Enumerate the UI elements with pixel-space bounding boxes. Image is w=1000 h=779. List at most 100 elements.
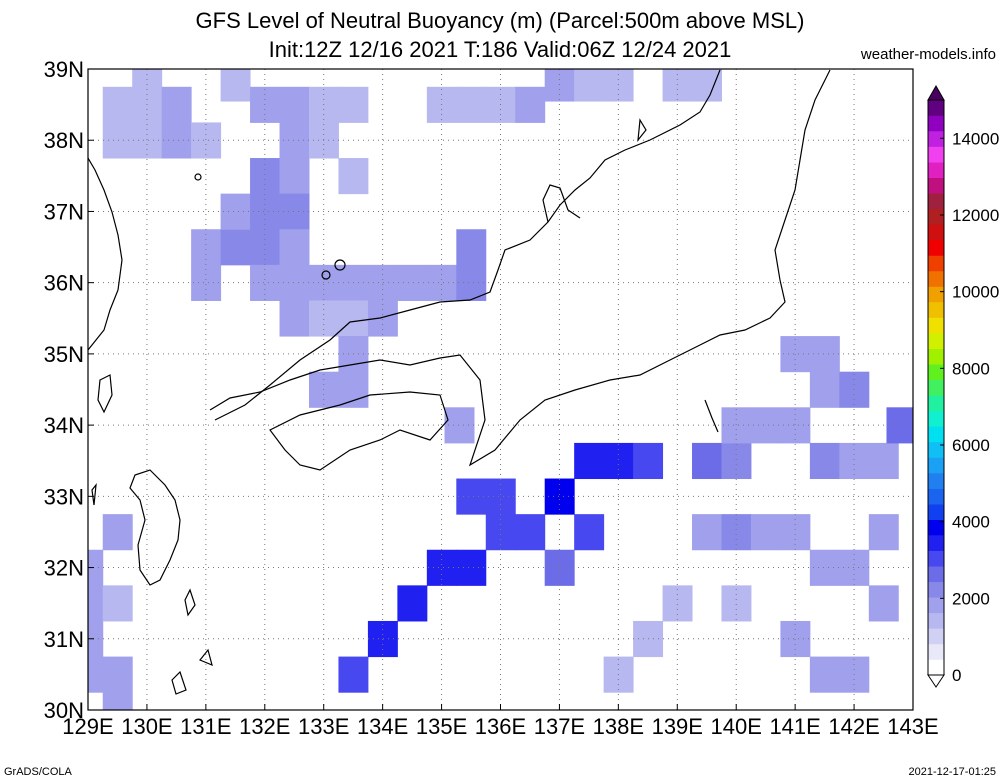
colorbar-swatch: [928, 612, 944, 629]
colorbar-swatch: [928, 162, 944, 179]
data-cell: [102, 514, 133, 551]
data-cell: [88, 549, 104, 586]
x-tick-label: 132E: [239, 714, 290, 739]
colorbar-frame: [927, 99, 945, 676]
data-cell: [88, 585, 104, 622]
colorbar-swatch: [928, 643, 944, 660]
colorbar-swatch: [928, 239, 944, 256]
data-cell: [161, 122, 192, 159]
colorbar-swatch: [928, 348, 944, 365]
data-cell: [250, 264, 281, 301]
data-cell: [750, 514, 781, 551]
data-cell: [574, 442, 605, 480]
data-cell: [191, 122, 222, 159]
grid-lines: [88, 69, 913, 710]
x-tick-label: 135E: [416, 714, 467, 739]
x-tick-label: 142E: [828, 714, 879, 739]
colorbar-swatch: [928, 286, 944, 303]
colorbar-swatch: [928, 193, 944, 210]
data-cell: [338, 656, 369, 693]
chart-title: GFS Level of Neutral Buoyancy (m) (Parce…: [196, 8, 805, 33]
data-cell: [426, 549, 457, 586]
data-cell: [603, 442, 634, 480]
data-cell: [279, 193, 310, 230]
data-cell: [102, 86, 133, 123]
data-cell: [515, 86, 546, 123]
coastlines: [88, 69, 831, 695]
colorbar-swatch: [928, 255, 944, 272]
data-cell: [515, 514, 546, 551]
data-cell: [868, 442, 899, 480]
data-cell: [220, 193, 251, 230]
data-cell: [809, 656, 840, 693]
colorbar-swatch: [928, 566, 944, 583]
colorbar-swatch: [928, 488, 944, 505]
colorbar-swatch: [928, 333, 944, 349]
y-tick-label: 32N: [44, 556, 84, 581]
colorbar-swatch: [928, 581, 944, 598]
data-cell: [868, 514, 899, 551]
data-cell: [191, 264, 222, 301]
data-cell: [279, 158, 310, 195]
colorbar-swatch: [928, 364, 944, 381]
colorbar-label: 0: [952, 666, 961, 685]
timestamp-label: 2021-12-17-01:25: [909, 766, 996, 778]
data-cell: [809, 371, 840, 408]
y-tick-label: 30N: [44, 698, 84, 723]
colorbar-swatch: [928, 519, 944, 536]
data-cell: [338, 158, 369, 195]
colorbar-swatch: [928, 115, 944, 132]
data-cell: [88, 656, 104, 693]
colorbar-swatch: [928, 550, 944, 567]
data-cell: [721, 585, 752, 622]
colorbar-swatch: [928, 379, 944, 396]
colorbar-swatch: [928, 146, 944, 163]
colorbar-swatch: [928, 426, 944, 443]
data-cell: [456, 549, 487, 586]
colorbar-label: 4000: [952, 513, 990, 532]
y-tick-label: 37N: [44, 199, 84, 224]
data-cell: [426, 264, 457, 301]
data-cell: [809, 336, 840, 373]
data-cell: [102, 122, 133, 159]
colorbar-swatch: [928, 100, 944, 116]
colorbar-label: 14000: [952, 129, 999, 148]
y-tick-label: 39N: [44, 57, 84, 82]
y-tick-label: 36N: [44, 271, 84, 296]
data-cell: [692, 442, 722, 480]
x-tick-label: 140E: [711, 714, 762, 739]
data-cell: [338, 86, 369, 123]
data-cell: [886, 407, 913, 444]
data-field: [88, 69, 913, 710]
colorbar-label: 2000: [952, 589, 990, 608]
data-cell: [279, 122, 310, 159]
data-cell: [338, 371, 369, 408]
data-cell: [279, 229, 310, 266]
colorbar-label: 10000: [952, 283, 999, 302]
data-cell: [279, 86, 310, 123]
x-tick-label: 136E: [475, 714, 526, 739]
colorbar-swatch: [928, 224, 944, 241]
y-tick-label: 34N: [44, 413, 84, 438]
data-cell: [220, 229, 251, 266]
colorbar-swatch: [928, 472, 944, 489]
data-cell: [692, 69, 722, 102]
colorbar-swatch: [928, 317, 944, 334]
credit-label: GrADS/COLA: [4, 766, 73, 778]
data-cell: [839, 442, 870, 480]
data-cell: [397, 264, 428, 301]
data-cell: [868, 585, 899, 622]
data-cell: [338, 300, 369, 337]
x-tick-label: 141E: [769, 714, 820, 739]
colorbar-swatch: [928, 395, 944, 412]
y-axis: 30N 31N 32N 33N 34N 35N 36N 37N 38N 39N: [44, 57, 94, 723]
data-cell: [161, 86, 192, 123]
x-tick-label: 138E: [593, 714, 644, 739]
data-cell: [456, 86, 487, 123]
data-cell: [250, 158, 281, 195]
colorbar-swatch: [928, 504, 944, 520]
x-tick-label: 134E: [357, 714, 408, 739]
data-cell: [544, 549, 575, 586]
x-tick-label: 143E: [887, 714, 938, 739]
